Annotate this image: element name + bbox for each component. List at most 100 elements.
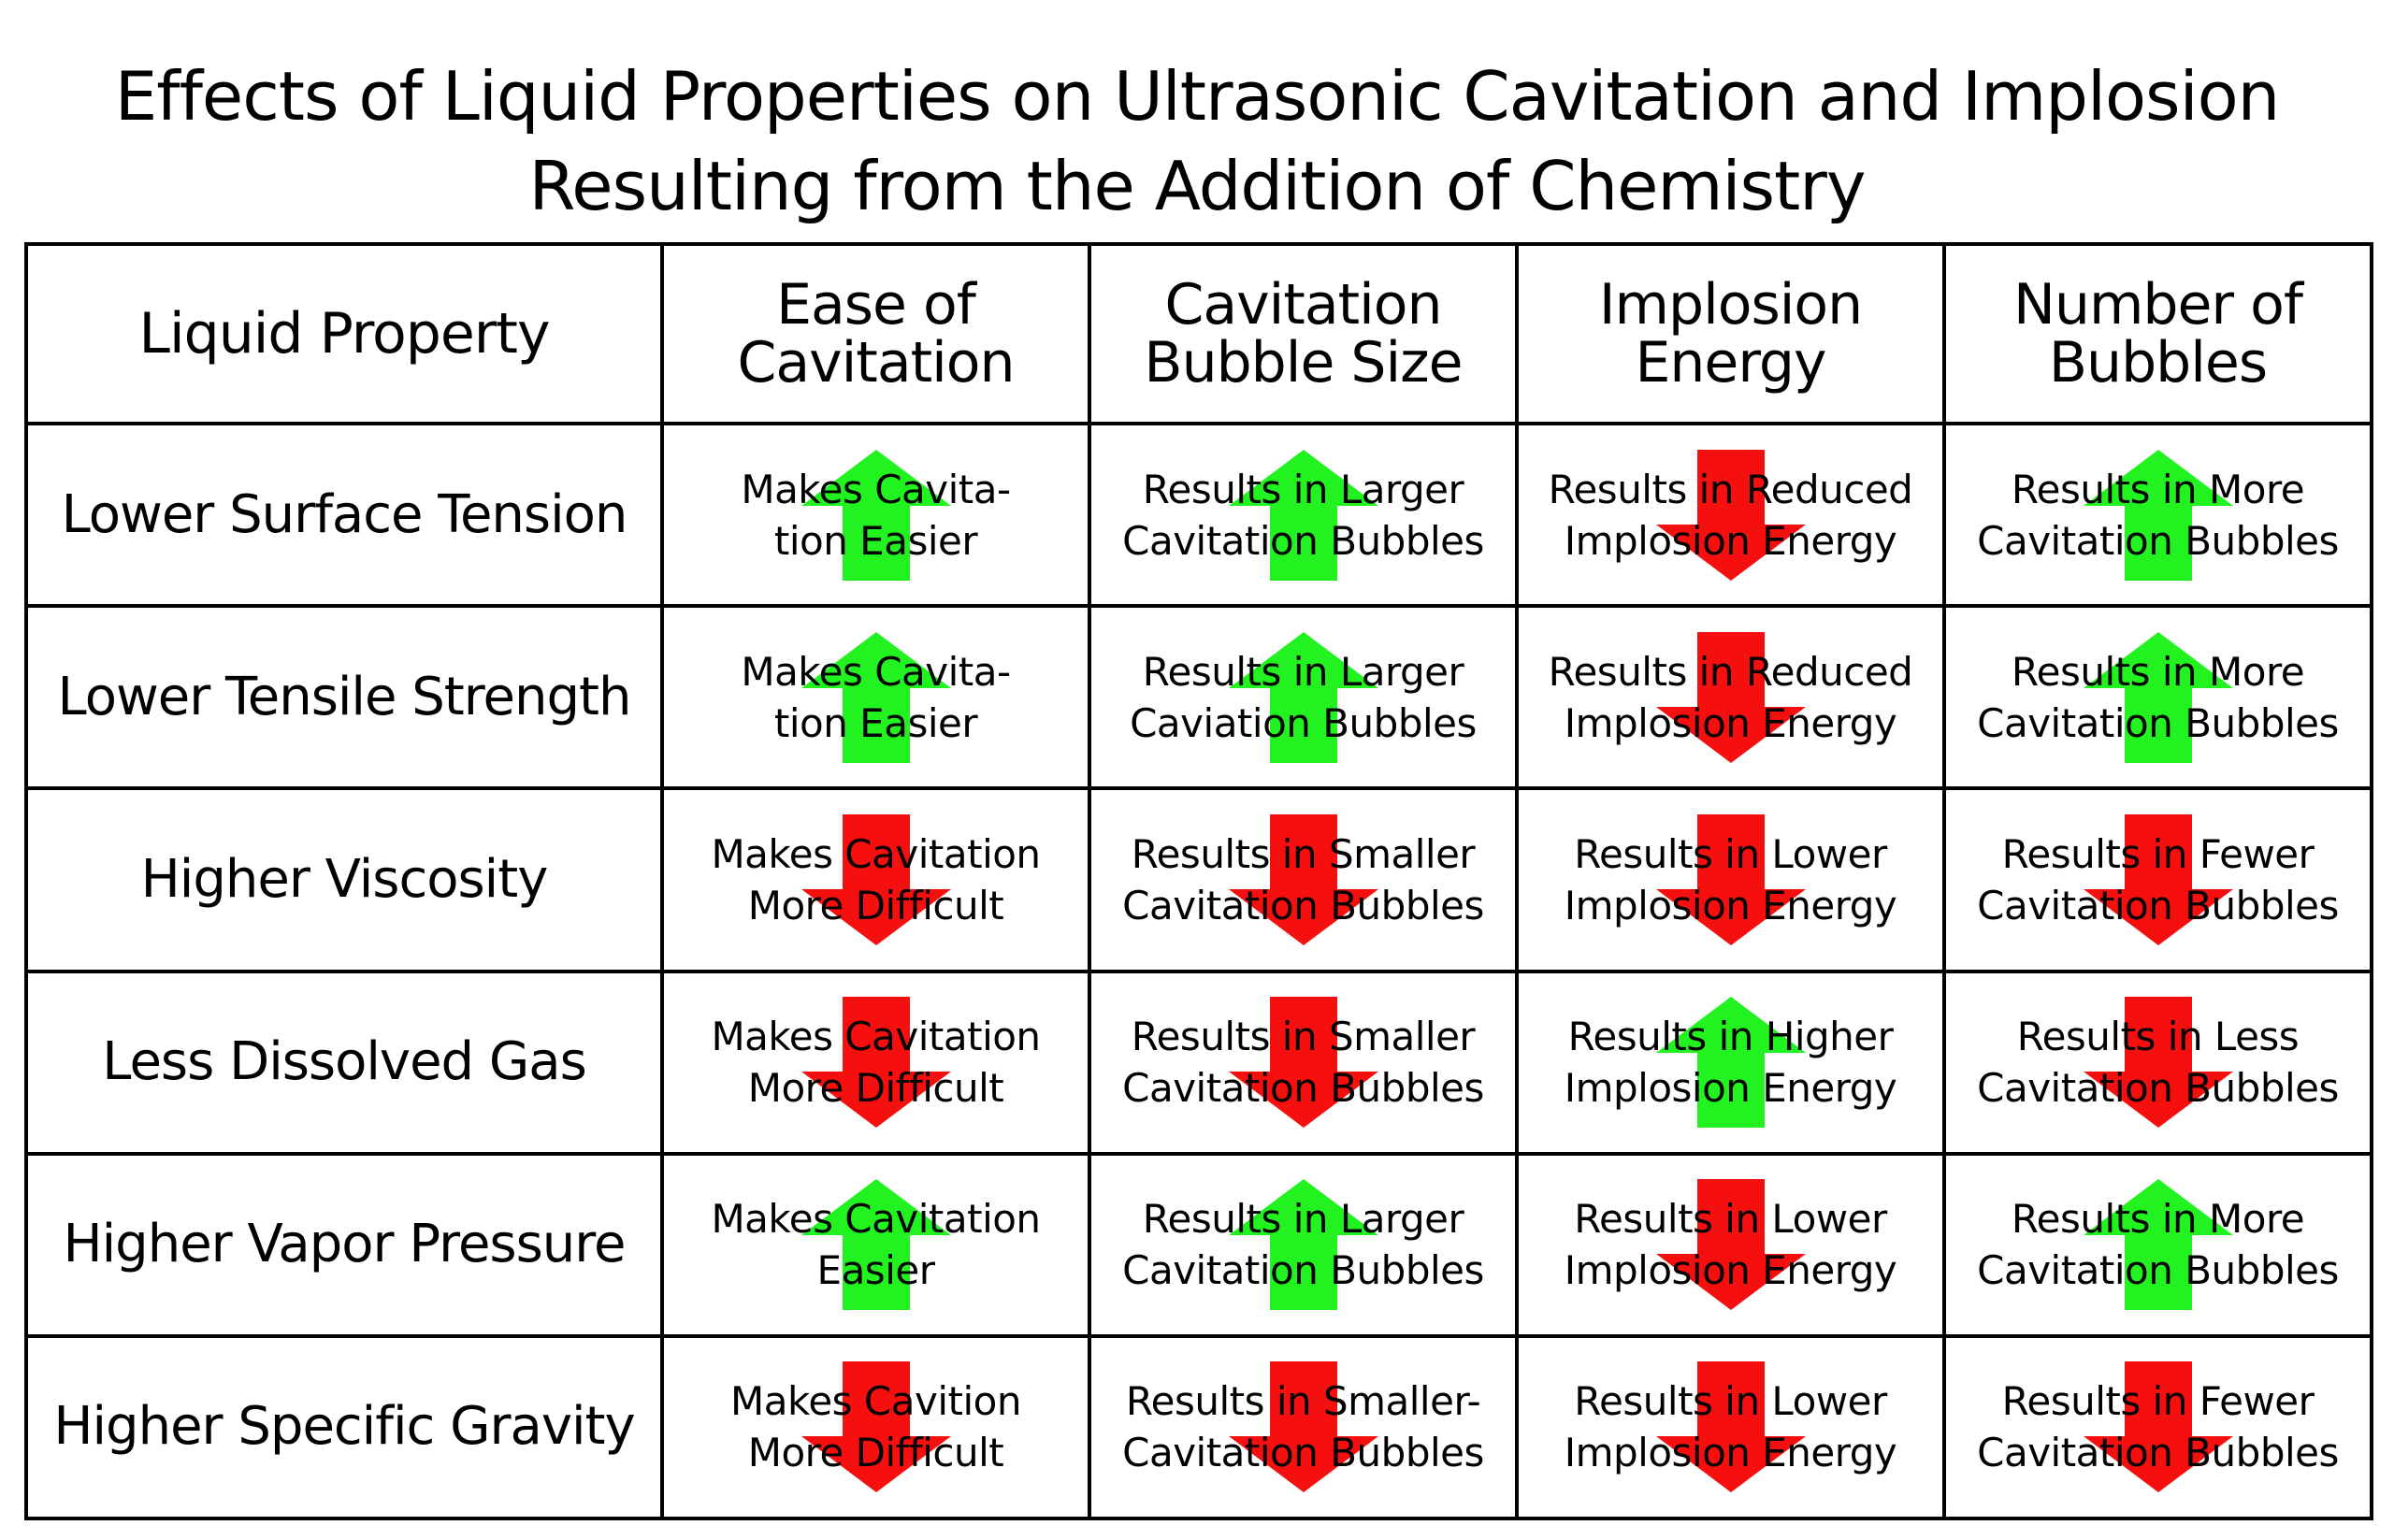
up-arrow-shape (2083, 1179, 2233, 1311)
green-up-arrow-icon (2083, 631, 2233, 763)
up-arrow-shape (1228, 449, 1378, 581)
property-higher-viscosity: Higher Viscosity (140, 848, 549, 910)
down-arrow-shape (1655, 631, 1806, 763)
red-down-arrow-icon (1228, 1361, 1378, 1493)
effect-text: Results in Larger Cavitation Bubbles (1091, 464, 1515, 567)
column-header-line: Energy (1635, 330, 1826, 396)
effect-cell: Results in Smaller- Cavitation Bubbles (1088, 1333, 1519, 1521)
property-cell: Higher Specific Gravity (24, 1333, 664, 1521)
column-header-line: Bubbles (2048, 330, 2268, 396)
effect-text-line: Results in Higher (1567, 1014, 1894, 1060)
effect-text-line: Easier (816, 1247, 935, 1294)
effects-table: Liquid Property Ease of Cavitation Cavitati… (24, 241, 2373, 1521)
table-row: Higher Viscosity Makes Cavitation More Dif… (24, 786, 2373, 973)
column-header-line: Bubble Size (1144, 330, 1463, 396)
effect-cell: Results in More Cavitation Bubbles (1942, 422, 2373, 609)
effect-cell: Makes Cavitation More Difficult (660, 969, 1091, 1156)
effect-cell: Makes Cavita-tion Easier (660, 422, 1091, 609)
table-row: Higher Specific Gravity Makes Cavition Mor… (24, 1333, 2373, 1521)
red-down-arrow-icon (1655, 631, 1806, 763)
green-up-arrow-icon (1655, 997, 1806, 1129)
effect-text-line: Results in Larger (1142, 466, 1464, 512)
effect-text: Makes Cavita-tion Easier (664, 464, 1088, 567)
down-arrow-shape (1228, 1361, 1378, 1493)
effects-table-body: Liquid Property Ease of Cavitation Cavitati… (24, 241, 2373, 1521)
property-lower-tensile-strength: Lower Tensile Strength (57, 666, 632, 727)
down-arrow-shape (800, 1361, 951, 1493)
effect-text: Results in More Cavitation Bubbles (1946, 646, 2370, 749)
effect-text: Results in Reduced Implosion Energy (1519, 464, 1942, 567)
table-row: Lower Tensile Strength Makes Cavita-tion … (24, 604, 2373, 791)
red-down-arrow-icon (2083, 997, 2233, 1129)
red-down-arrow-icon (800, 1361, 951, 1493)
column-header-line: Ease of (776, 272, 976, 338)
effect-cell: Results in Lower Implosion Energy (1515, 1333, 1946, 1521)
effect-text: Results in Smaller- Cavitation Bubbles (1091, 1375, 1515, 1478)
effect-cell: Results in More Cavitation Bubbles (1942, 604, 2373, 791)
effect-text-line: Results in Fewer (2001, 1378, 2315, 1425)
red-down-arrow-icon (800, 813, 951, 945)
effect-text-line: Cavitation Bubbles (1977, 882, 2339, 928)
title-line-2: Resulting from the Addition of Chemistry (528, 147, 1867, 225)
effect-cell: Results in Reduced Implosion Energy (1515, 604, 1946, 791)
column-header-line: Cavitation (1164, 272, 1442, 338)
column-header-line: Implosion (1598, 272, 1863, 338)
effect-text-line: Results in Smaller- (1125, 1378, 1481, 1425)
red-down-arrow-icon (1228, 997, 1378, 1129)
effect-cell: Results in Higher Implosion Energy (1515, 969, 1946, 1156)
property-cell: Lower Surface Tension (24, 422, 664, 609)
down-arrow-shape (1655, 813, 1806, 945)
effect-text: Results in Higher Implosion Energy (1519, 1011, 1942, 1114)
effect-text: Makes Cavitation Easier (664, 1193, 1088, 1296)
red-down-arrow-icon (1655, 449, 1806, 581)
effect-cell: Results in Less Cavitation Bubbles (1942, 969, 2373, 1156)
property-cell: Less Dissolved Gas (24, 969, 664, 1156)
down-arrow-shape (1655, 1361, 1806, 1493)
effect-text: Results in Smaller Cavitation Bubbles (1091, 828, 1515, 931)
column-header: Implosion Energy (1515, 241, 1946, 426)
effect-cell: Results in Larger Cavitation Bubbles (1088, 1151, 1519, 1338)
property-cell: Lower Tensile Strength (24, 604, 664, 791)
effect-text: Results in Reduced Implosion Energy (1519, 646, 1942, 749)
effect-text-line: Implosion Energy (1564, 517, 1897, 564)
effect-text-line: tion Easier (773, 517, 978, 564)
column-header: Ease of Cavitation (660, 241, 1091, 426)
effect-text-line: Cavitation Bubbles (1977, 1065, 2339, 1112)
effect-text-line: Cavitation Bubbles (1977, 1430, 2339, 1476)
effect-text: Results in Fewer Cavitation Bubbles (1946, 1375, 2370, 1478)
effect-text-line: Cavitation Bubbles (1122, 1065, 1484, 1112)
effect-text-line: Cavitation Bubbles (1977, 1247, 2339, 1294)
property-higher-vapor-pressure: Higher Vapor Pressure (63, 1214, 626, 1275)
up-arrow-shape (1228, 1179, 1378, 1311)
effect-cell: Results in Lower Implosion Energy (1515, 1151, 1946, 1338)
effect-text: Results in Larger Caviation Bubbles (1091, 646, 1515, 749)
column-header: Cavitation Bubble Size (1088, 241, 1519, 426)
effect-text-line: Cavitation Bubbles (1122, 517, 1484, 564)
down-arrow-shape (800, 813, 951, 945)
red-down-arrow-icon (1655, 1361, 1806, 1493)
effect-text-line: More Difficult (747, 1430, 1004, 1476)
effect-text: Results in Lower Implosion Energy (1519, 1193, 1942, 1296)
effect-text: Results in Larger Cavitation Bubbles (1091, 1193, 1515, 1296)
effect-text-line: Results in Lower (1574, 830, 1887, 877)
page-title: Effects of Liquid Properties on Ultrason… (0, 51, 2394, 231)
down-arrow-shape (1228, 997, 1378, 1129)
red-down-arrow-icon (800, 997, 951, 1129)
effect-text-line: Makes Cavita- (741, 466, 1011, 512)
green-up-arrow-icon (2083, 1179, 2233, 1311)
effect-cell: Results in Larger Caviation Bubbles (1088, 604, 1519, 791)
header-row: Liquid Property Ease of Cavitation Cavitati… (24, 241, 2373, 426)
effect-text-line: Implosion Energy (1564, 1430, 1897, 1476)
down-arrow-shape (2083, 813, 2233, 945)
property-less-dissolved-gas: Less Dissolved Gas (102, 1031, 586, 1093)
effect-text-line: Results in More (2011, 648, 2305, 695)
effect-cell: Makes Cavitation More Difficult (660, 786, 1091, 973)
effect-cell: Results in Fewer Cavitation Bubbles (1942, 1333, 2373, 1521)
up-arrow-shape (1655, 997, 1806, 1129)
effect-text-line: Implosion Energy (1564, 699, 1897, 746)
red-down-arrow-icon (1228, 813, 1378, 945)
green-up-arrow-icon (1228, 449, 1378, 581)
effect-text-line: Cavitation Bubbles (1122, 882, 1484, 928)
effect-text-line: Results in Reduced (1548, 466, 1913, 512)
down-arrow-shape (2083, 1361, 2233, 1493)
